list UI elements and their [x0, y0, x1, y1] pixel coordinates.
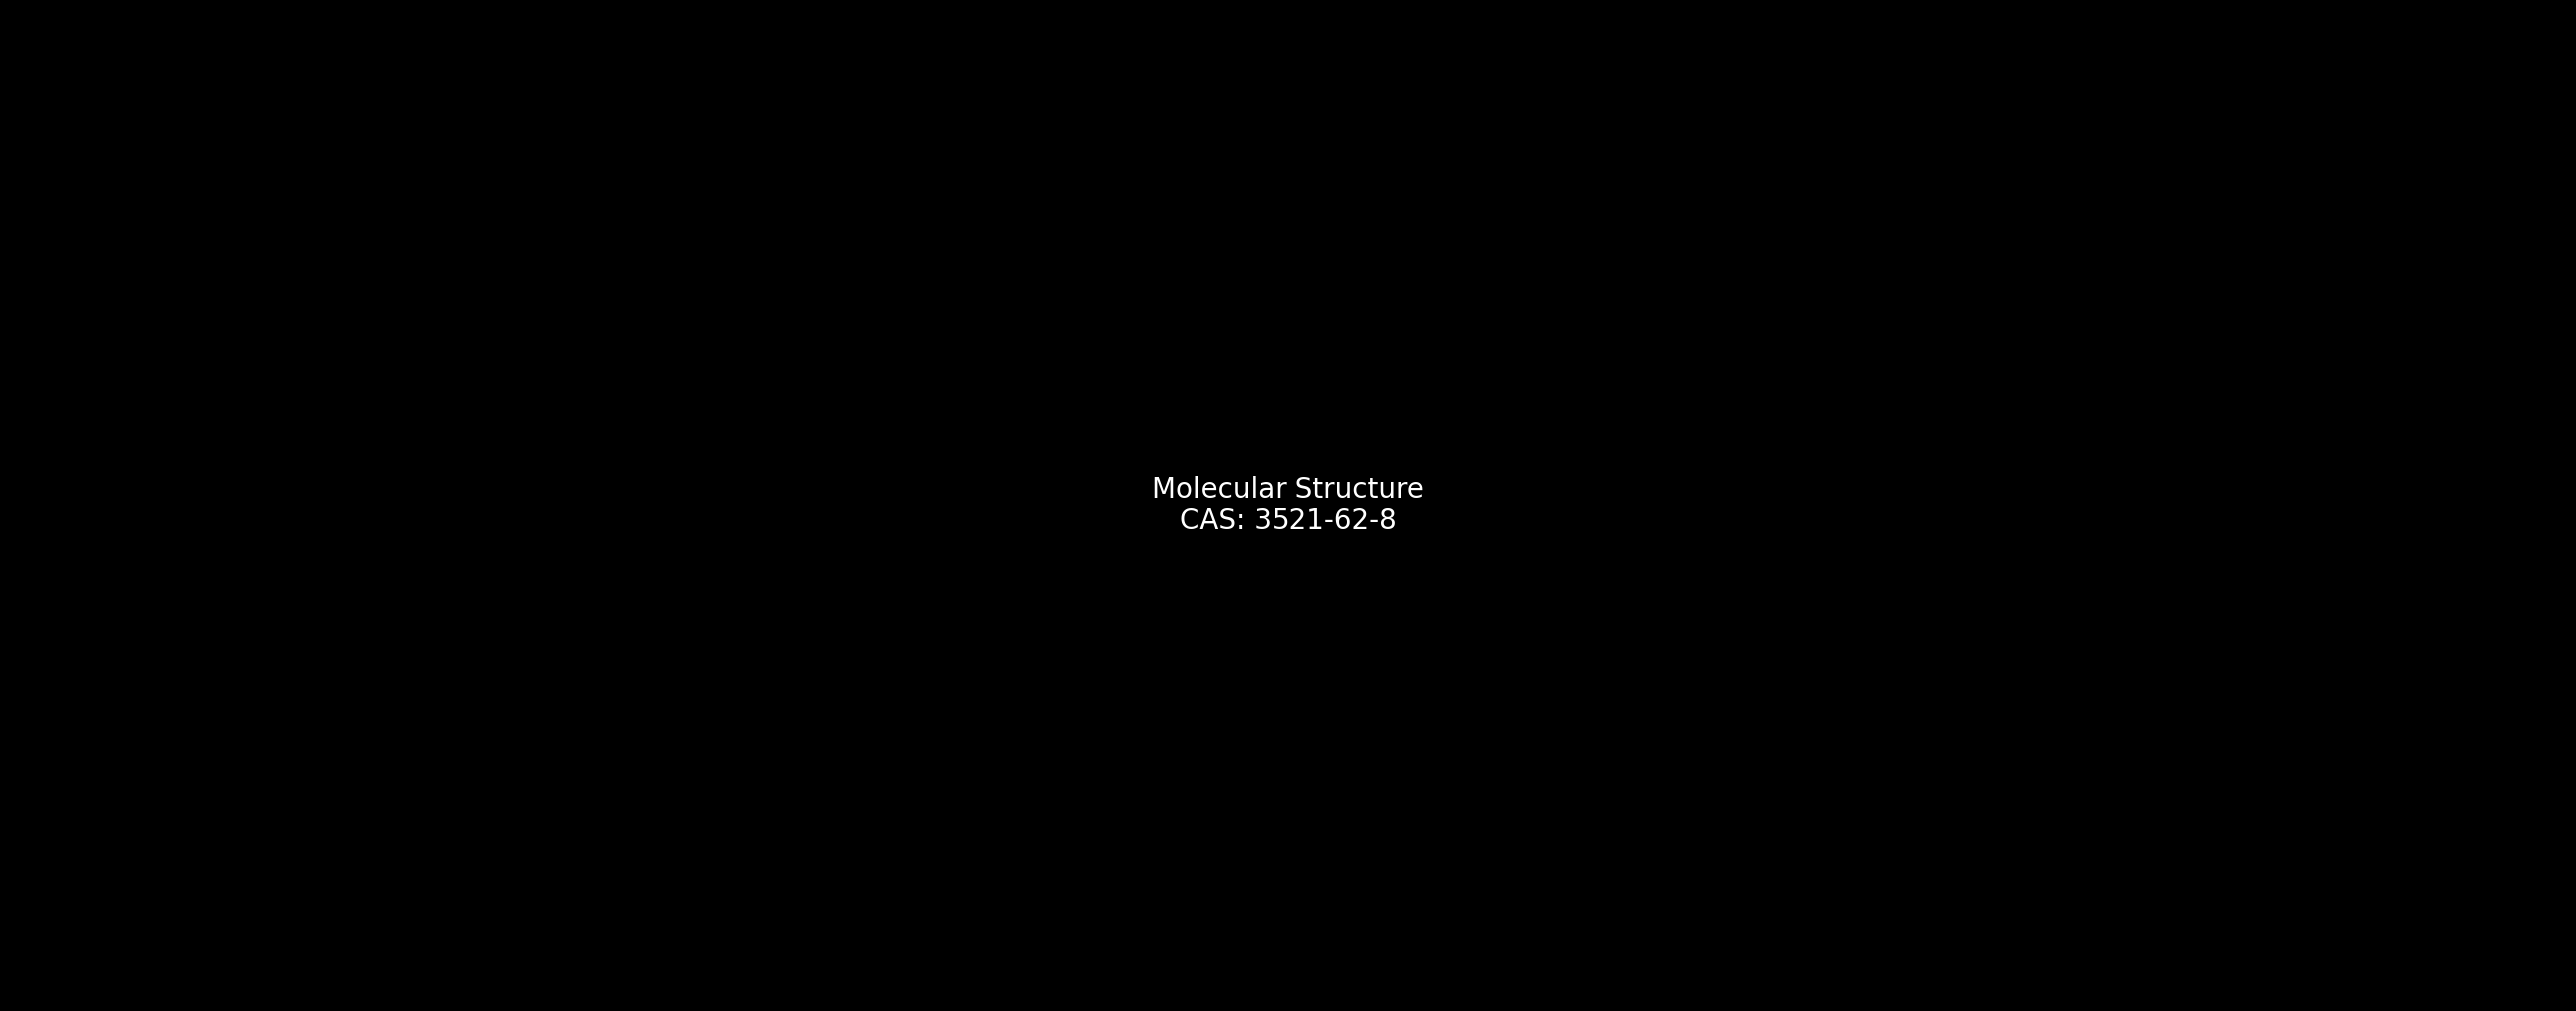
Text: Molecular Structure
CAS: 3521-62-8: Molecular Structure CAS: 3521-62-8 — [1151, 475, 1425, 536]
